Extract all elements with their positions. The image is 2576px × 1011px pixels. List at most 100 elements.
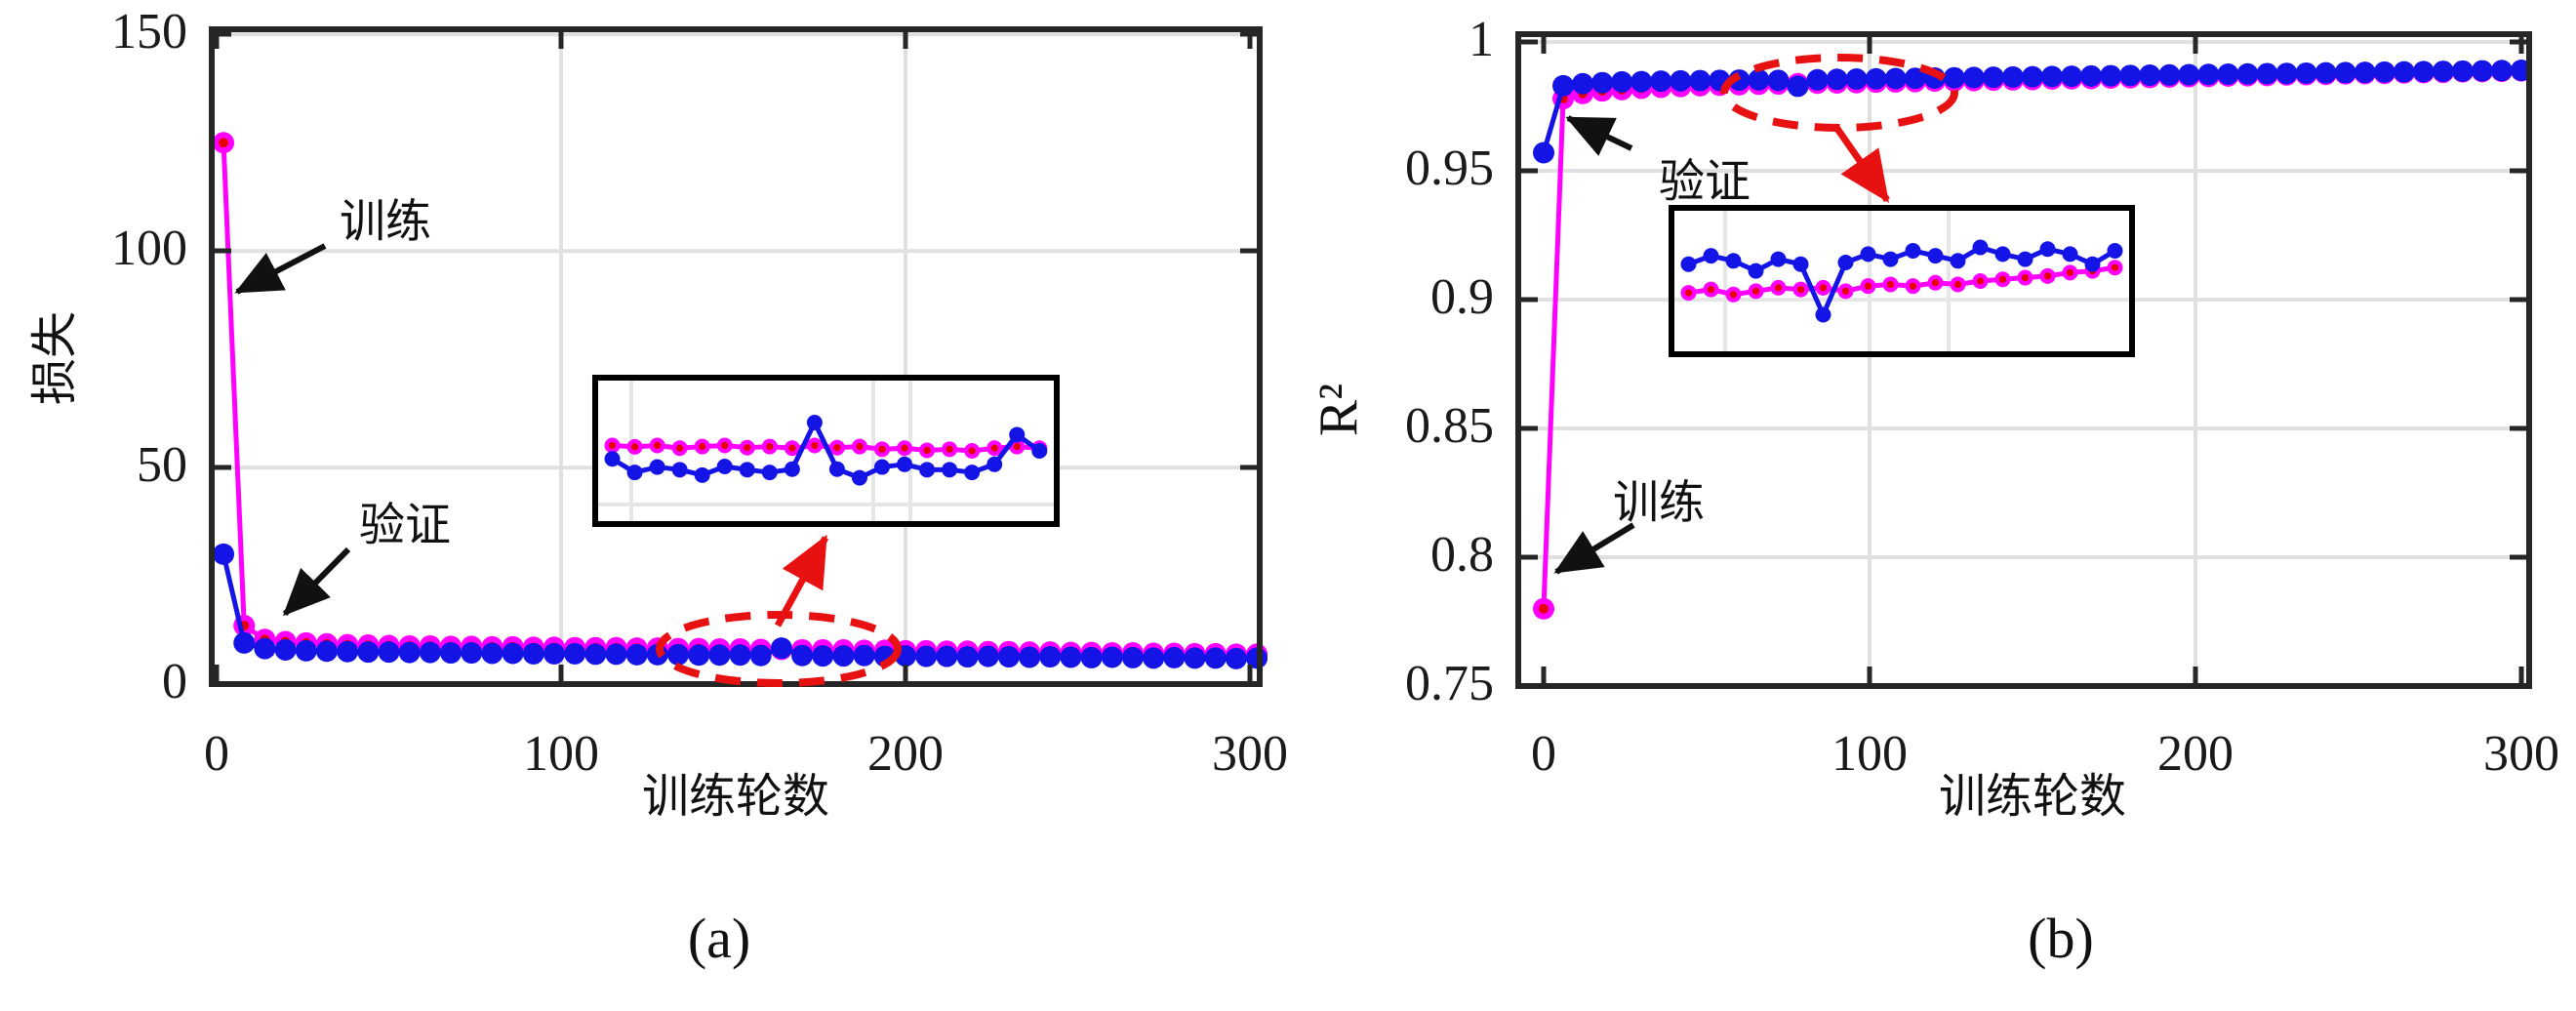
validation-marker xyxy=(942,462,958,478)
validation-marker xyxy=(749,644,772,667)
validation-marker xyxy=(2139,64,2161,87)
panel-b xyxy=(1515,31,2532,689)
validation-marker xyxy=(671,462,688,478)
validation-marker xyxy=(2275,62,2298,85)
tick-label: 0.9 xyxy=(1430,269,1494,325)
validation-marker xyxy=(2334,61,2356,84)
validation-marker xyxy=(2471,60,2493,82)
tick-label: 150 xyxy=(111,4,187,60)
tick-label: 100 xyxy=(1831,726,1908,782)
validation-marker xyxy=(2017,251,2033,267)
annotation-validation-b: 验证 xyxy=(1659,155,1751,207)
validation-marker xyxy=(1009,426,1026,443)
validation-marker xyxy=(1767,69,1790,92)
validation-marker xyxy=(1882,251,1899,267)
training-marker-core xyxy=(2043,272,2052,280)
validation-marker xyxy=(2197,63,2220,86)
validation-marker xyxy=(1703,248,1719,264)
validation-marker xyxy=(1943,66,1965,89)
validation-marker xyxy=(1884,67,1907,90)
training-marker-core xyxy=(878,445,886,453)
validation-marker xyxy=(1826,68,1848,91)
validation-marker xyxy=(1572,72,1594,95)
validation-marker xyxy=(919,462,936,478)
validation-marker xyxy=(1225,647,1247,669)
validation-marker xyxy=(739,462,755,478)
zoom-inset xyxy=(1669,205,2135,357)
validation-marker xyxy=(584,643,607,666)
validation-marker xyxy=(2022,65,2043,88)
validation-marker xyxy=(1060,646,1082,668)
validation-marker xyxy=(1904,67,1926,90)
validation-marker xyxy=(2432,61,2454,83)
validation-marker xyxy=(1725,253,1742,269)
validation-marker xyxy=(1101,646,1123,668)
training-marker-core xyxy=(856,442,864,451)
validation-marker xyxy=(2061,65,2083,88)
validation-marker xyxy=(2001,65,2024,88)
validation-marker xyxy=(1748,68,1770,91)
validation-marker xyxy=(1630,70,1653,93)
training-marker-core xyxy=(1953,280,1962,289)
training-marker-core xyxy=(946,445,953,453)
x-axis-label-a: 训练轮数 xyxy=(641,771,829,823)
validation-marker xyxy=(1787,75,1809,98)
tick-label: 200 xyxy=(867,726,944,782)
validation-marker xyxy=(1905,242,1921,259)
validation-marker xyxy=(853,644,875,667)
validation-marker xyxy=(1143,647,1165,669)
training-marker-core xyxy=(1796,286,1805,294)
validation-marker xyxy=(1994,246,2011,263)
training-marker-core xyxy=(1886,280,1895,289)
validation-marker xyxy=(716,459,733,475)
validation-marker xyxy=(2412,61,2435,83)
plot-border xyxy=(209,26,1263,687)
validation-marker xyxy=(2080,64,2103,87)
training-marker-core xyxy=(1707,286,1715,294)
caption-b: (b) xyxy=(2028,907,2094,970)
annotation-training-a: 训练 xyxy=(340,195,431,247)
training-marker-core xyxy=(901,444,908,452)
validation-marker xyxy=(564,642,586,665)
validation-marker xyxy=(419,641,441,664)
validation-marker xyxy=(649,459,665,475)
training-marker-core xyxy=(699,442,706,451)
tick-label: 0.95 xyxy=(1405,141,1494,196)
validation-marker xyxy=(1184,647,1206,669)
validation-marker xyxy=(2107,242,2123,259)
validation-marker xyxy=(461,642,483,665)
training-marker-core xyxy=(1841,287,1850,295)
validation-marker xyxy=(977,645,999,667)
validation-marker xyxy=(964,465,981,481)
tick-label: 100 xyxy=(523,726,599,782)
validation-marker xyxy=(851,469,867,486)
training-marker-core xyxy=(1909,282,1917,290)
validation-marker xyxy=(2451,60,2474,82)
training-marker-core xyxy=(1998,275,2007,283)
validation-marker xyxy=(688,644,710,667)
tick-label: 0.75 xyxy=(1405,656,1494,711)
training-marker-core xyxy=(721,441,729,450)
training-marker-core xyxy=(630,443,639,451)
validation-marker xyxy=(1972,239,1989,256)
validation-marker xyxy=(2393,61,2415,83)
tick-label: 300 xyxy=(2483,726,2559,782)
validation-marker xyxy=(522,642,544,665)
validation-marker xyxy=(806,415,823,431)
training-marker-core xyxy=(1864,282,1872,290)
validation-marker xyxy=(832,645,855,667)
validation-annotation-arrow xyxy=(282,546,351,617)
validation-marker xyxy=(1019,646,1041,668)
training-annotation-arrow xyxy=(1553,522,1635,575)
validation-marker xyxy=(1962,66,1985,89)
validation-marker xyxy=(357,641,380,664)
validation-marker xyxy=(2217,63,2239,85)
validation-marker xyxy=(295,639,317,662)
validation-marker xyxy=(233,631,256,654)
validation-marker xyxy=(2373,61,2395,83)
inset-border xyxy=(592,375,1060,527)
tick-label: 0 xyxy=(162,654,187,709)
validation-marker xyxy=(1591,71,1614,94)
